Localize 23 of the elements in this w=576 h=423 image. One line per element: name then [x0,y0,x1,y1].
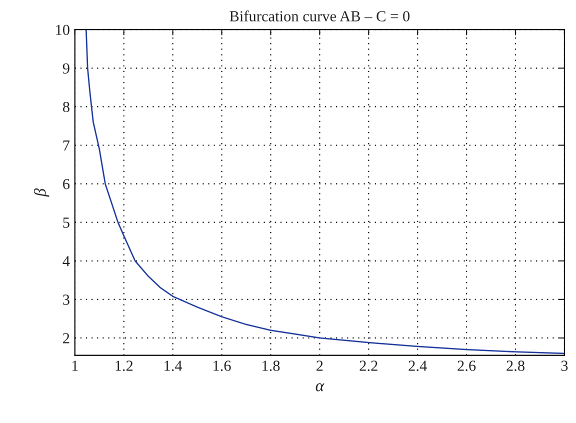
x-tick-label: 3 [561,360,568,371]
x-tick-label: 2.6 [458,360,476,371]
y-axis-title: β [34,188,50,197]
x-tick-label: 1.8 [262,360,280,371]
x-axis-title: α [316,383,324,392]
chart-title: Bifurcation curve AB – C = 0 [230,10,410,22]
y-tick-label: 7 [63,140,70,151]
y-tick-label: 5 [63,218,70,228]
x-tick-label: 2.2 [360,360,378,371]
x-tick-label: 1.2 [116,360,133,371]
x-tick-label: 2.8 [506,360,524,371]
x-tick-label: 1.6 [214,360,231,371]
y-tick-label: 4 [62,256,70,266]
y-tick-label: 10 [56,24,70,36]
x-tick-label: 2.4 [408,360,427,371]
x-tick-label: 1 [72,360,78,371]
x-tick-label: 2 [316,360,323,371]
y-tick-label: 9 [62,63,70,74]
x-tick-label: 1.4 [164,360,182,371]
y-tick-label: 8 [62,102,70,112]
y-tick-label: 6 [63,178,70,190]
y-tick-label: 2 [63,333,70,344]
y-tick-label: 3 [63,294,70,305]
